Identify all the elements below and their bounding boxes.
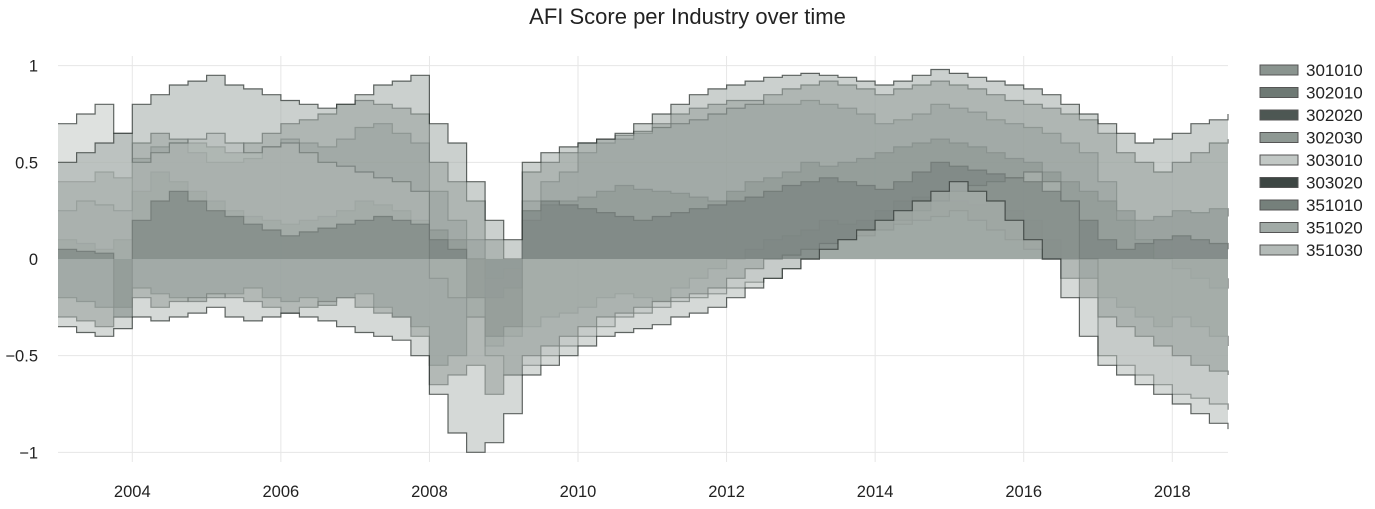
series-line-351020 [58,68,1229,241]
y-tick-label: 0.5 [15,154,38,172]
x-tick-labels: 2004 2006 2008 2010 2012 2014 2016 2018 [114,483,1191,501]
series-line-351030 [58,181,1229,453]
legend-label-302010: 302010 [1306,84,1363,103]
legend-label-302030: 302030 [1306,129,1363,148]
legend-swatch-303010 [1259,154,1299,166]
legend-swatch-302030 [1259,132,1299,143]
series-area-351020 [58,69,1228,259]
x-tick-label: 2016 [1005,483,1042,501]
legend-label-303020: 303020 [1306,174,1363,193]
legend-label-301010: 301010 [1306,61,1363,80]
x-tick-label: 2014 [857,483,894,501]
series-area-351030 [58,181,1228,453]
legend-label-351010: 351010 [1306,196,1363,215]
legend: 301010 302010 302020 302030 303010 303020 3510… [1259,61,1363,260]
x-tick-label: 2012 [708,483,745,501]
legend-swatch-351010 [1259,199,1299,211]
legend-swatch-302020 [1259,109,1299,121]
legend-swatch-351030 [1259,244,1299,256]
chart-title: AFI Score per Industry over time [529,4,846,29]
legend-label-351020: 351020 [1306,219,1363,238]
legend-swatch-351020 [1259,222,1299,233]
legend-label-302020: 302020 [1306,106,1363,125]
legend-swatch-301010 [1259,64,1299,76]
x-tick-label: 2006 [262,483,299,501]
x-tick-label: 2010 [560,483,597,501]
x-tick-label: 2004 [114,483,151,501]
y-tick-label: −1 [19,444,38,462]
y-tick-labels: −1 −0.5 0 0.5 1 [5,58,38,463]
y-tick-label: 0 [29,251,38,269]
y-tick-label: −0.5 [5,348,38,366]
legend-swatch-303020 [1259,177,1299,188]
x-tick-label: 2018 [1154,483,1191,501]
legend-swatch-302010 [1259,87,1299,98]
x-tick-label: 2008 [411,483,448,501]
series-areas [58,68,1229,453]
y-tick-label: 1 [29,58,38,76]
legend-label-351030: 351030 [1306,241,1363,260]
legend-label-303010: 303010 [1306,151,1363,170]
